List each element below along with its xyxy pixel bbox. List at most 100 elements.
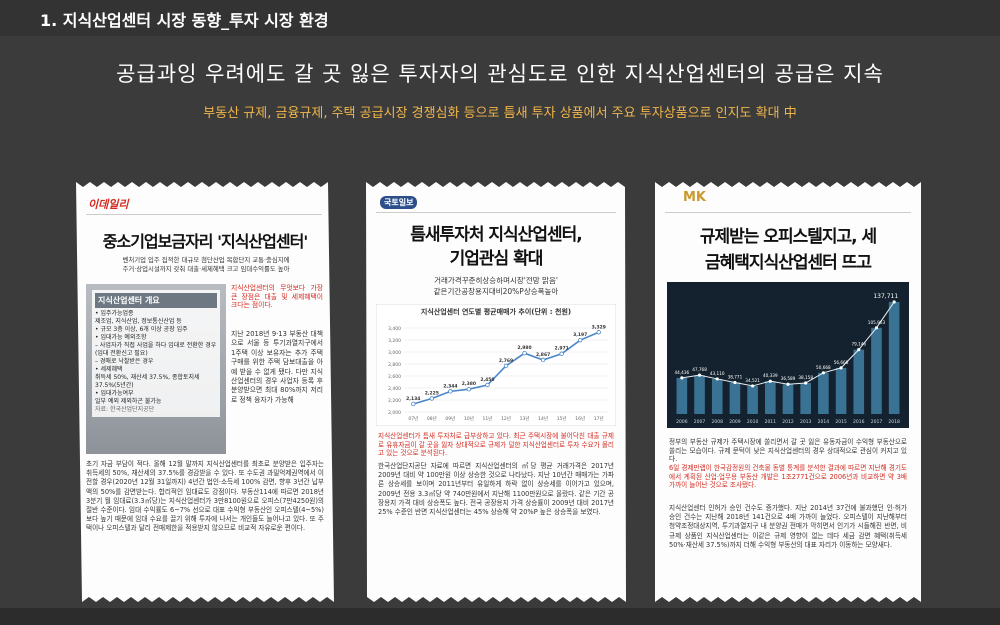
x-tick-label: 2015	[835, 419, 847, 425]
point	[411, 401, 416, 407]
article-title: 규제받는 오피스텔지고, 세	[699, 227, 877, 247]
point	[715, 377, 719, 381]
x-tick-label: 15년	[557, 415, 567, 422]
bar	[871, 327, 882, 414]
bar	[747, 385, 758, 414]
point	[577, 337, 583, 343]
value-label: 38,158	[798, 375, 813, 380]
x-tick-label: 14년	[538, 415, 548, 422]
value-label: 38,771	[728, 374, 743, 379]
point	[839, 366, 843, 370]
value-label: 2,971	[555, 346, 569, 352]
point	[559, 351, 564, 356]
value-label: 3,197	[573, 332, 587, 338]
point	[466, 386, 472, 392]
point	[680, 376, 684, 380]
x-tick-label: 2009	[729, 419, 741, 425]
value-label: 2,450	[480, 377, 494, 383]
point	[874, 326, 879, 330]
point	[857, 348, 861, 352]
article-card: 국토일보 틈새투자처 지식산업센터, 기업관심 확대 거래가격꾸준히상승하며시장…	[366, 182, 626, 602]
point	[751, 384, 755, 388]
article-card: MK 규제받는 오피스텔지고, 세 금혜택지식산업센터 뜨고 44,436 200…	[655, 182, 921, 602]
article-subtitle: 주거·상업시설까지 갖춰 대출·세제혜택 크고 임대수익률도 높아	[122, 265, 290, 273]
x-tick-label: 2010	[747, 419, 759, 425]
point	[892, 300, 896, 304]
x-tick-label: 2007	[694, 419, 706, 425]
value-label: 43,110	[710, 371, 725, 376]
x-tick-label: 2018	[888, 419, 900, 425]
article-subtitle: 벤처기업 입주 집적한 대규모 첨단산업 복합단지 교통·충심지에	[122, 256, 290, 264]
value-label: 2,380	[462, 381, 476, 387]
side-body: 지난 2018년 9·13 부동산 대책으로 서울 등 투기과열지구에서 1주택…	[231, 330, 323, 404]
box-item: – 경매로 낙찰받은 경우	[95, 358, 154, 365]
x-tick-label: 07년	[408, 415, 418, 422]
value-label: 44,436	[675, 370, 690, 375]
x-tick-label: 09년	[445, 415, 455, 422]
article-title: 기업관심 확대	[449, 249, 544, 269]
point	[503, 363, 509, 369]
value-label: 47,768	[692, 367, 707, 372]
box-item: • 임대가능여부	[95, 390, 134, 397]
value-label: 2,134	[406, 396, 420, 402]
x-tick-label: 13년	[520, 415, 530, 422]
box-title: 지식산업센터 개요	[95, 293, 217, 308]
point	[804, 381, 808, 385]
box-item: 취득세 50%, 재산세 37.5%, 종합토지세 37.5%(5년간)	[95, 374, 200, 389]
x-tick-label: 2013	[800, 419, 812, 425]
body: 초기 자금 부담이 적다. 올해 12월 말까지 지식산업센터를 최초로 분양받…	[86, 460, 324, 533]
value-label: 79,146	[851, 342, 866, 347]
photo-box: 지식산업센터 개요 • 입주가능업종 제조업, 지식산업, 정보통신산업 등 • 규…	[86, 284, 226, 454]
body: 정부의 부동산 규제가 주택시장에 쏠리면서 갈 곳 잃은 유동자금이 수익형 …	[669, 438, 907, 464]
x-tick-label: 2011	[765, 419, 777, 425]
y-tick-label: 2,000	[388, 410, 401, 416]
info-box: 지식산업센터 개요 • 입주가능업종 제조업, 지식산업, 정보통신산업 등 • 규…	[92, 290, 220, 417]
box-item: • 입주가능업종	[95, 310, 134, 317]
point	[596, 330, 601, 335]
x-tick-label: 08년	[427, 415, 437, 422]
article-title: 금혜택지식산업센터 뜨고	[705, 253, 872, 273]
highlight: 지식산업센터가 틈새 투자처로 급부상하고 있다. 최근 주택시장에 불어닥친 …	[378, 432, 614, 458]
rule	[86, 214, 322, 215]
x-tick-label: 2016	[853, 419, 865, 425]
value-label: 34,521	[745, 378, 760, 383]
x-tick-label: 11년	[483, 415, 493, 422]
x-tick-label: 17년	[594, 415, 604, 422]
value-label: 105,963	[868, 320, 886, 325]
point	[786, 382, 790, 386]
value-label: 2,225	[425, 391, 439, 397]
x-tick-label: 12년	[501, 415, 511, 422]
line-chart: 지식산업센터 연도별 평균매매가 추이(단위 : 천원) 2,000 2,200 2,…	[376, 304, 616, 426]
value-label: 50,668	[816, 365, 831, 370]
point	[821, 371, 825, 375]
bar	[835, 367, 847, 414]
value-label: 2,980	[517, 345, 531, 351]
bar	[782, 384, 794, 414]
bar	[676, 377, 688, 414]
value-label: 36,589	[781, 376, 796, 381]
value-label: 2,769	[499, 358, 513, 364]
box-item: • 세제혜택	[95, 366, 123, 373]
subheadline: 부동산 규제, 금융규제, 주택 공급시장 경쟁심화 등으로 틈새 투자 상품에…	[203, 106, 797, 121]
y-tick-label: 2,800	[388, 362, 401, 368]
box-item: 일부 예외 제외하곤 불가능	[95, 398, 162, 405]
highlight: 지식산업센터의 무엇보다 가장 큰 장점은 대출 및 세제혜택이 크다는 점이다…	[231, 284, 323, 310]
value-label: 56,668	[834, 360, 849, 365]
footer-bar	[0, 608, 1000, 625]
rule	[665, 212, 911, 213]
header-bar	[0, 0, 1000, 36]
value-label: 137,711	[873, 293, 898, 300]
source-logo: 국토일보	[380, 196, 418, 209]
y-tick-label: 3,000	[388, 350, 401, 356]
rule	[376, 212, 616, 213]
x-tick-label: 16년	[575, 415, 585, 422]
chart-bg	[376, 304, 616, 426]
box-source: 자료: 한국산업단지공단	[95, 406, 155, 413]
x-tick-label: 10년	[464, 415, 474, 422]
point	[522, 351, 527, 356]
bar	[729, 382, 741, 414]
bar	[711, 378, 723, 414]
bar	[818, 372, 829, 414]
value-label: 40,339	[763, 373, 778, 378]
x-tick-label: 2012	[782, 419, 794, 425]
